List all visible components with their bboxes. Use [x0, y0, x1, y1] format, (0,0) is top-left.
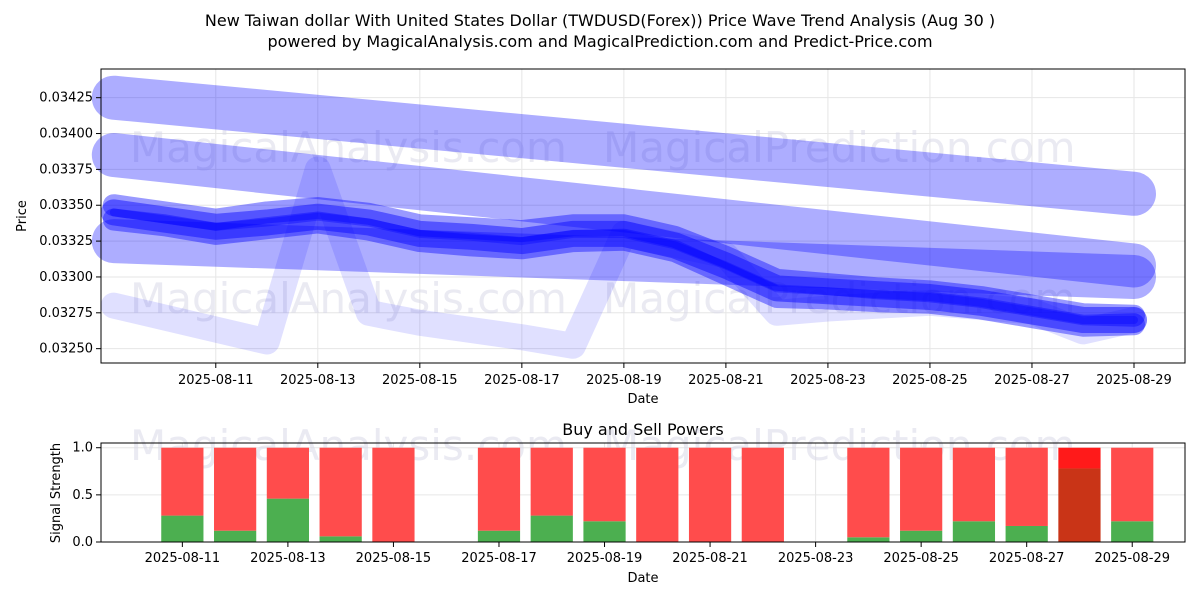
buy-power-bar — [1005, 525, 1048, 542]
price-y-tick-label: 0.03250 — [39, 342, 93, 357]
price-x-tick-label: 2025-08-17 — [484, 373, 560, 388]
price-x-ticks: 2025-08-11 2025-08-13 2025-08-15 2025-08-17… — [178, 363, 1172, 388]
buy-power-bar — [900, 530, 943, 542]
sell-power-bar — [477, 447, 521, 531]
sell-power-bar — [1005, 447, 1048, 526]
price-x-tick-label: 2025-08-13 — [280, 373, 356, 388]
price-x-tick-label: 2025-08-11 — [178, 373, 254, 388]
price-y-tick-label: 0.03425 — [39, 91, 93, 106]
signal-x-tick-label: 2025-08-27 — [989, 551, 1065, 566]
sell-power-bar — [688, 447, 732, 542]
price-x-tick-label: 2025-08-27 — [994, 373, 1070, 388]
price-wave-line — [102, 208, 1145, 337]
signal-x-tick-label: 2025-08-21 — [672, 551, 748, 566]
price-wave-line — [91, 133, 1156, 288]
price-axes-frame — [100, 68, 1186, 364]
sell-power-bar — [319, 447, 362, 537]
price-x-tick-label: 2025-08-21 — [688, 373, 764, 388]
chart-title: New Taiwan dollar With United States Dol… — [205, 11, 995, 30]
watermark-magical-prediction-lower: MagicalPrediction.com — [603, 274, 1076, 323]
signal-y-tick-label: 0.0 — [72, 535, 93, 550]
price-x-tick-label: 2025-08-23 — [790, 373, 866, 388]
price-x-axis-title: Date — [627, 392, 658, 407]
price-wave-line — [100, 199, 1147, 333]
price-series — [91, 75, 1156, 359]
buy-sell-title: Buy and Sell Powers — [562, 420, 724, 439]
buy-power-bar — [530, 515, 573, 542]
watermark-magical-prediction: MagicalPrediction.com — [603, 123, 1076, 172]
price-wave-line — [100, 156, 1147, 359]
price-y-tick-label: 0.03350 — [39, 198, 93, 213]
sell-power-bar — [1058, 447, 1101, 469]
price-y-axis-title: Price — [15, 200, 30, 232]
sell-power-bar — [583, 447, 626, 522]
chart-subtitle: powered by MagicalAnalysis.com and Magic… — [267, 32, 932, 51]
sell-power-bar — [900, 447, 943, 531]
signal-y-ticks: 0.0 0.5 1.0 — [72, 441, 101, 550]
sell-power-bar — [266, 447, 310, 499]
sell-power-bar — [214, 447, 257, 531]
price-y-tick-label: 0.03375 — [39, 162, 93, 177]
sell-power-bar — [530, 447, 573, 516]
signal-x-tick-label: 2025-08-25 — [883, 551, 959, 566]
signal-bars — [161, 447, 1154, 542]
price-x-tick-label: 2025-08-29 — [1096, 373, 1172, 388]
price-wave-line — [91, 75, 1156, 216]
price-y-tick-label: 0.03300 — [39, 270, 93, 285]
price-y-ticks: 0.03250 0.03275 0.03300 0.03325 0.03350 0.033… — [39, 91, 101, 357]
buy-power-bar — [214, 530, 257, 542]
sell-power-bar — [161, 447, 204, 516]
price-grid — [101, 69, 1185, 363]
buy-sell-panel: Buy and Sell Powers MagicalAnalysis.com … — [49, 420, 1186, 586]
price-x-tick-label: 2025-08-25 — [892, 373, 968, 388]
buy-power-bar — [266, 498, 310, 542]
buy-power-bar — [952, 521, 996, 542]
price-wave-panel: MagicalAnalysis.com MagicalPrediction.co… — [15, 68, 1186, 407]
buy-power-bar — [161, 515, 204, 542]
signal-x-tick-label: 2025-08-29 — [1094, 551, 1170, 566]
sell-power-bar — [372, 447, 415, 542]
sell-power-bar — [952, 447, 996, 522]
signal-x-tick-label: 2025-08-23 — [778, 551, 854, 566]
signal-x-tick-label: 2025-08-13 — [250, 551, 326, 566]
sell-power-bar — [1111, 447, 1154, 522]
buy-power-bar — [583, 521, 626, 542]
buy-power-bar — [1111, 521, 1154, 542]
signal-y-axis-title: Signal Strength — [49, 443, 64, 543]
watermark-magical-analysis: MagicalAnalysis.com — [130, 123, 567, 172]
watermark-signal-prediction: MagicalPrediction.com — [603, 421, 1076, 470]
signal-axes-frame — [100, 442, 1186, 543]
price-wave-line — [91, 219, 1156, 299]
signal-y-tick-label: 0.5 — [72, 488, 93, 503]
price-y-tick-label: 0.03275 — [39, 306, 93, 321]
buy-power-bar — [477, 530, 521, 542]
price-x-tick-label: 2025-08-19 — [586, 373, 662, 388]
price-wave-core-line — [109, 208, 1138, 324]
price-y-tick-label: 0.03400 — [39, 127, 93, 142]
signal-x-tick-label: 2025-08-19 — [567, 551, 643, 566]
signal-y-tick-label: 1.0 — [72, 441, 93, 456]
signal-x-ticks: 2025-08-11 2025-08-13 2025-08-15 2025-08-17… — [145, 542, 1170, 566]
price-watermarks: MagicalAnalysis.com MagicalPrediction.co… — [130, 123, 1076, 323]
price-wave-line — [102, 194, 1145, 327]
signal-x-axis-title: Date — [627, 571, 658, 586]
sell-power-bar — [741, 447, 784, 542]
price-x-tick-label: 2025-08-15 — [382, 373, 458, 388]
sell-power-bar — [847, 447, 890, 538]
buy-power-bar — [1058, 468, 1101, 542]
signal-x-tick-label: 2025-08-15 — [356, 551, 432, 566]
price-y-tick-label: 0.03325 — [39, 234, 93, 249]
signal-x-tick-label: 2025-08-17 — [461, 551, 537, 566]
signal-x-tick-label: 2025-08-11 — [145, 551, 221, 566]
watermark-magical-analysis-lower: MagicalAnalysis.com — [130, 274, 567, 323]
sell-power-bar — [636, 447, 679, 542]
buy-power-bar — [319, 536, 362, 542]
buy-power-bar — [847, 537, 890, 542]
